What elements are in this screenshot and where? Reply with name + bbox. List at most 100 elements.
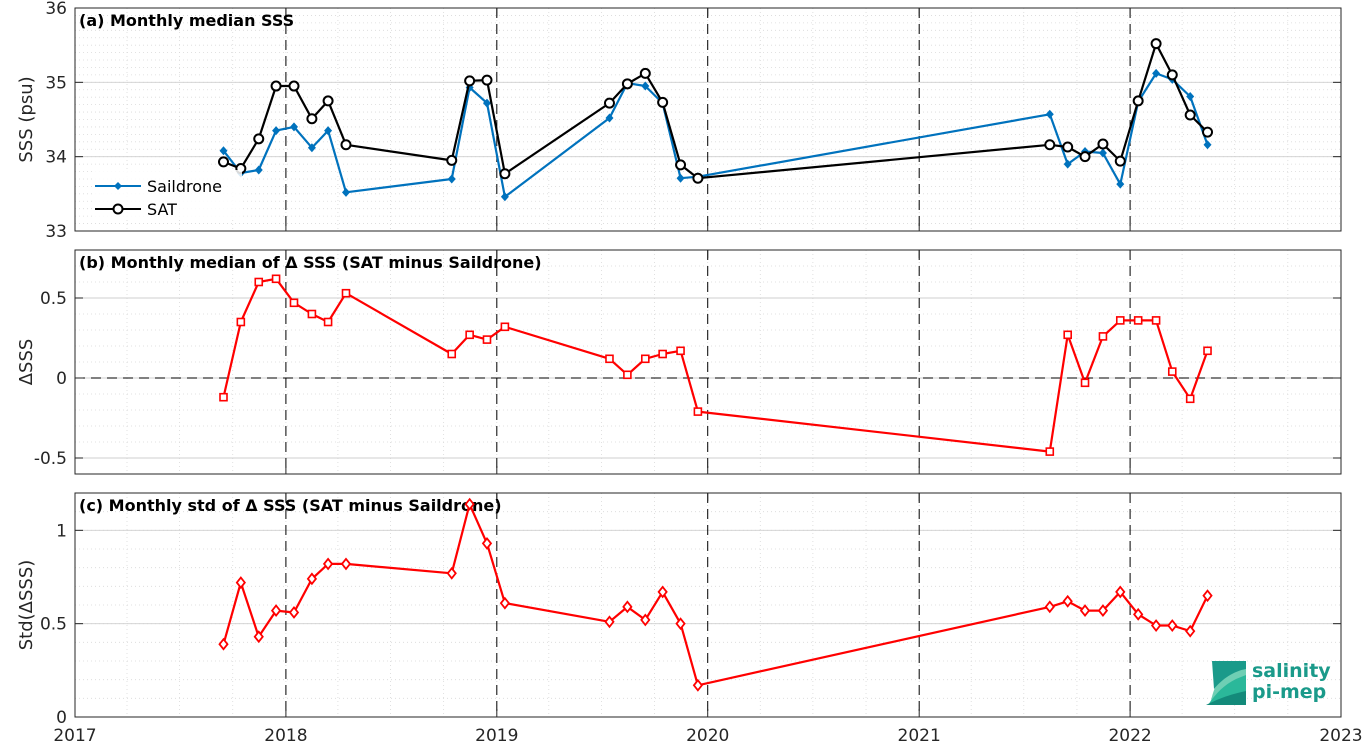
data-point — [446, 154, 458, 166]
data-point — [499, 168, 511, 180]
logo-line1: salinity — [1252, 660, 1331, 682]
data-point — [323, 317, 333, 327]
data-point — [1167, 619, 1178, 632]
data-point — [676, 346, 685, 356]
panel-title: (a) Monthly median SSS — [79, 11, 294, 30]
data-point — [1186, 91, 1195, 101]
legend-sat-label: SAT — [147, 200, 177, 219]
data-point — [289, 298, 299, 308]
data-point — [340, 557, 352, 571]
data-point — [307, 309, 317, 319]
data-point — [622, 600, 633, 614]
data-point — [270, 604, 282, 618]
data-point — [1045, 447, 1055, 456]
data-point — [1114, 155, 1126, 167]
legend-saildrone-marker — [114, 182, 122, 190]
data-point — [324, 126, 333, 136]
legend-saildrone-label: Saildrone — [147, 177, 222, 196]
data-point — [1044, 600, 1055, 614]
data-point — [288, 606, 300, 619]
data-point — [693, 407, 703, 416]
y-axis-label: ΔSSS — [16, 339, 37, 386]
data-point — [1097, 138, 1109, 150]
x-tick-label: 2017 — [53, 726, 96, 745]
data-point — [481, 74, 493, 86]
data-point — [1203, 140, 1212, 150]
data-point — [605, 113, 614, 123]
series-line — [223, 42, 1209, 180]
data-point — [447, 174, 456, 184]
data-point — [272, 126, 281, 136]
data-point — [253, 133, 265, 145]
data-point — [322, 95, 334, 107]
data-point — [1062, 594, 1073, 608]
y-axis-label: Std(ΔSSS) — [16, 560, 37, 651]
y-tick-label: 0.5 — [40, 289, 67, 309]
data-point — [340, 139, 352, 151]
data-point — [657, 96, 669, 108]
data-point — [481, 536, 493, 550]
data-point — [270, 80, 282, 92]
x-tick-label: 2021 — [898, 726, 941, 745]
data-point — [1097, 604, 1109, 618]
legend-sat-marker — [112, 203, 124, 215]
data-point — [307, 143, 316, 153]
data-point — [1098, 332, 1108, 341]
data-point — [289, 122, 298, 132]
data-point — [604, 615, 615, 629]
y-tick-label: 0 — [56, 369, 67, 389]
x-axis: 2017 2018 2019 2020 2021 2022 2023 — [53, 726, 1362, 745]
data-point — [1098, 148, 1107, 158]
data-point — [1202, 589, 1213, 603]
data-point — [692, 678, 704, 692]
data-point — [1079, 604, 1091, 618]
data-point — [676, 173, 685, 183]
data-point — [1080, 378, 1090, 388]
series-line — [222, 72, 1209, 198]
data-point — [603, 97, 615, 109]
panel-2: 0 0.5 1 Std(ΔSSS) (c) Monthly std of Δ SSS (… — [16, 492, 1342, 728]
data-point — [1151, 316, 1161, 325]
data-point — [446, 566, 457, 580]
logo-wave-icon — [1206, 661, 1246, 705]
data-point — [1133, 316, 1143, 325]
x-tick-label: 2022 — [1108, 726, 1151, 745]
data-point — [623, 370, 632, 380]
y-tick-label: 1 — [56, 521, 67, 541]
data-point — [1063, 330, 1072, 340]
data-point — [464, 497, 475, 511]
data-point — [1166, 69, 1178, 81]
data-point — [464, 75, 476, 87]
data-point — [465, 330, 474, 340]
y-tick-label: 0 — [56, 708, 67, 728]
panel-title: (b) Monthly median of Δ SSS (SAT minus S… — [79, 253, 542, 272]
data-point — [1045, 109, 1054, 119]
data-point — [322, 557, 334, 571]
chart-panels: 33 34 35 36 SSS (psu) (a) Monthly median SSS -… — [16, 0, 1342, 728]
salinity-pi-mep-logo: salinity pi-mep — [1206, 660, 1331, 705]
data-point — [236, 317, 246, 327]
x-tick-label: 2019 — [475, 726, 518, 745]
data-point — [640, 613, 651, 627]
data-point — [1115, 316, 1125, 325]
logo-line2: pi-mep — [1252, 681, 1326, 703]
data-point — [235, 576, 246, 590]
panel-1: -0.5 0 0.5 ΔSSS (b) Monthly median of Δ SSS … — [16, 249, 1342, 475]
legend: Saildrone SAT — [92, 170, 242, 219]
data-point — [341, 187, 350, 197]
data-point — [1185, 394, 1195, 404]
data-point — [657, 585, 668, 599]
data-point — [658, 349, 667, 359]
series-line — [222, 277, 1209, 453]
data-point — [1184, 109, 1196, 121]
data-point — [1062, 141, 1074, 153]
data-point — [271, 274, 281, 284]
data-point — [306, 572, 318, 586]
data-point — [1132, 95, 1144, 107]
data-point — [219, 146, 228, 156]
x-tick-label: 2018 — [264, 726, 307, 745]
data-point — [1202, 126, 1214, 138]
x-tick-label: 2020 — [686, 726, 729, 745]
data-point — [1150, 619, 1162, 632]
data-point — [1115, 585, 1126, 599]
